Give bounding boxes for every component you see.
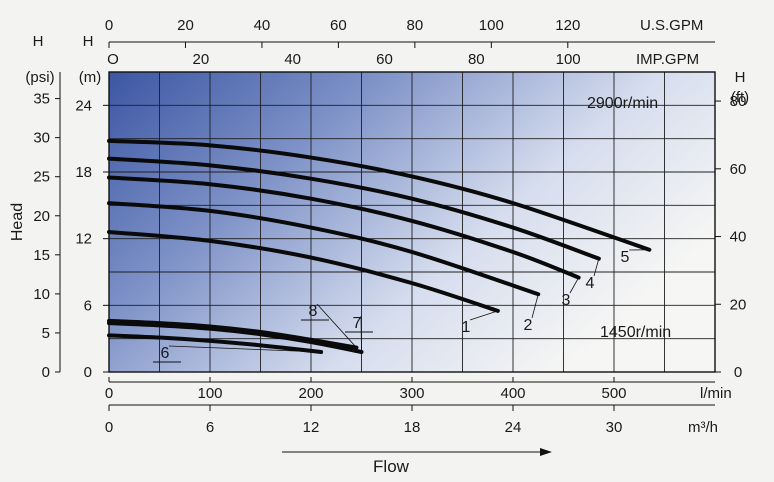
curve-4	[107, 156, 601, 261]
tick-label-psi: 5	[42, 325, 50, 342]
axis-unit-m3h: m³/h	[688, 419, 718, 436]
speed-label-1450: 1450r/min	[600, 324, 671, 341]
tick-label-us-gpm: 40	[254, 17, 271, 34]
curve-label-7: 7	[353, 315, 362, 332]
axis-title-head: Head	[9, 203, 26, 241]
tick-label-psi: 0	[42, 364, 50, 381]
tick-label-us-gpm: 20	[177, 17, 194, 34]
curve-5	[107, 138, 652, 252]
axis-label-h-ft: H	[735, 69, 746, 86]
leader-1	[469, 310, 498, 321]
tick-label-ft: 20	[730, 296, 747, 313]
pump-curves	[107, 138, 652, 363]
tick-label-m3h: 30	[606, 419, 623, 436]
tick-label-us-gpm: 0	[105, 17, 113, 34]
tick-label-psi: 10	[33, 286, 50, 303]
tick-label-imp-gpm: 80	[468, 51, 485, 68]
tick-label-m3h: 0	[105, 419, 113, 436]
curve-label-2: 2	[524, 317, 533, 334]
tick-label-lmin: 100	[197, 385, 222, 402]
curve-2	[107, 201, 541, 297]
tick-label-m3h: 6	[206, 419, 214, 436]
leader-2	[531, 294, 539, 319]
tick-label-ft: 40	[730, 229, 747, 246]
tick-label-us-gpm: 120	[555, 17, 580, 34]
tick-label-m: 6	[84, 297, 92, 314]
speed-label-2900: 2900r/min	[587, 95, 658, 112]
tick-label-ft: 60	[730, 161, 747, 178]
plot-frame	[108, 71, 716, 373]
leader-7	[360, 315, 362, 353]
grid-lines	[109, 72, 715, 372]
axis-unit-us-gpm: U.S.GPM	[640, 17, 703, 34]
curve-label-4: 4	[586, 275, 595, 292]
tick-label-m3h: 12	[303, 419, 320, 436]
axis-unit-ft: (ft)	[731, 89, 749, 106]
tick-label-us-gpm: 60	[330, 17, 347, 34]
curve-8	[107, 318, 359, 350]
curve-label-8: 8	[309, 303, 318, 320]
axis-unit-lmin: l/min	[700, 385, 732, 402]
curve-7	[107, 321, 364, 354]
leader-8	[316, 303, 357, 348]
tick-label-imp-gpm: 20	[192, 51, 209, 68]
curve-label-5: 5	[621, 249, 630, 266]
curve-3	[107, 175, 581, 280]
tick-label-lmin: 200	[298, 385, 323, 402]
tick-label-imp-gpm: 60	[376, 51, 393, 68]
tick-label-psi: 20	[33, 208, 50, 225]
tick-label-m: 0	[84, 364, 92, 381]
tick-label-ft: 0	[734, 364, 742, 381]
axes	[55, 41, 721, 456]
tick-label-imp-gpm: 100	[556, 51, 581, 68]
tick-label-lmin: 300	[399, 385, 424, 402]
tick-label-lmin: 0	[105, 385, 113, 402]
curve-6	[107, 333, 324, 354]
tick-label-psi: 25	[33, 169, 50, 186]
axis-unit-psi: (psi)	[25, 69, 54, 86]
tick-label-m: 18	[75, 164, 92, 181]
axis-title-flow: Flow	[373, 457, 410, 476]
axis-unit-m: (m)	[79, 69, 102, 86]
axis-label-h-m: H	[83, 33, 94, 50]
tick-label-m: 12	[75, 231, 92, 248]
tick-label-us-gpm: 80	[407, 17, 424, 34]
tick-label-lmin: 500	[601, 385, 626, 402]
tick-label-psi: 15	[33, 247, 50, 264]
curve-label-6: 6	[161, 345, 170, 362]
curve-1	[107, 230, 500, 313]
tick-label-ft: 80	[730, 93, 747, 110]
tick-label-lmin: 400	[500, 385, 525, 402]
flow-arrow-head	[540, 448, 552, 456]
axis-unit-imp-gpm: IMP.GPM	[636, 51, 699, 68]
tick-label-m: 24	[75, 97, 92, 114]
tick-label-m3h: 18	[404, 419, 421, 436]
tick-label-psi: 35	[33, 91, 50, 108]
tick-label-us-gpm: 100	[479, 17, 504, 34]
tick-label-imp-gpm: 40	[284, 51, 301, 68]
leader-4	[593, 258, 600, 277]
curve-label-1: 1	[462, 319, 471, 336]
tick-label-m3h: 24	[505, 419, 522, 436]
axis-label-h-psi: H	[33, 33, 44, 50]
leader-6	[168, 345, 322, 353]
curve-label-3: 3	[562, 292, 571, 309]
tick-label-imp-gpm: O	[107, 51, 119, 68]
leader-3	[569, 277, 579, 294]
tick-label-psi: 30	[33, 130, 50, 147]
